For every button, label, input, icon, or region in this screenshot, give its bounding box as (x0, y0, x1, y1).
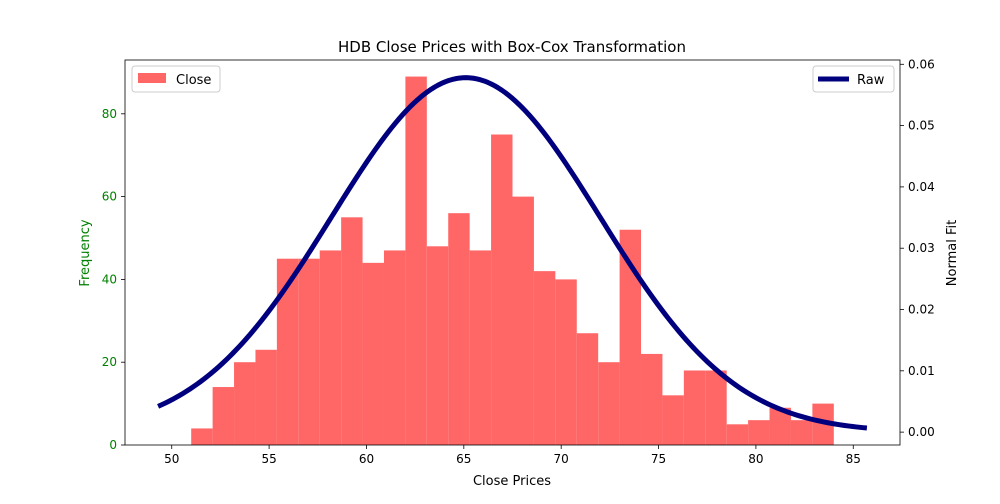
x-tick-label: 55 (261, 452, 276, 466)
legend-right-frame (812, 65, 895, 93)
y2-tick-label: 0.04 (908, 180, 935, 194)
y-tick-label: 0 (109, 438, 117, 452)
histogram-bar (726, 424, 749, 445)
legend-raw-label: Raw (857, 73, 885, 88)
x-axis: 50 55 60 65 70 75 80 85 (164, 445, 861, 466)
histogram-bar (491, 134, 513, 446)
histogram-bar (641, 353, 663, 445)
histogram-bar (276, 258, 299, 445)
legend-right: Raw (812, 65, 895, 93)
y-tick-label: 20 (102, 355, 117, 369)
histogram-bar (533, 271, 556, 445)
y2-tick-label: 0.06 (908, 57, 935, 71)
legend-close-swatch (138, 73, 166, 83)
x-tick-label: 50 (164, 452, 179, 466)
plot-frame (124, 59, 901, 446)
y-axis-label: Frequency (78, 219, 93, 286)
histogram-bar (341, 217, 363, 445)
legend-left: Close (131, 65, 221, 93)
x-tick-label: 65 (456, 452, 471, 466)
histogram-bar (469, 250, 492, 445)
histogram-bar (212, 387, 235, 445)
histogram-bar (319, 250, 342, 445)
y-axis-right: 0.00 0.01 0.02 0.03 0.04 0.05 0.06 (900, 57, 935, 439)
y2-tick-label: 0.05 (908, 119, 935, 133)
y2-axis-label: Normal Fit (945, 220, 960, 286)
y-tick-label: 80 (102, 107, 117, 121)
histogram-bar (234, 362, 256, 445)
legend-close-label: Close (176, 73, 211, 88)
y-axis-left: 0 20 40 60 80 (102, 107, 125, 452)
chart-title: HDB Close Prices with Box-Cox Transforma… (338, 38, 686, 56)
y-tick-label: 60 (102, 190, 117, 204)
normal-fit-line (157, 75, 868, 431)
histogram-bar (448, 213, 470, 445)
histogram-bar (705, 370, 727, 445)
histogram-bar (790, 420, 813, 445)
histogram-bar (769, 407, 791, 445)
histogram-bar (426, 246, 449, 445)
histogram-bar (191, 428, 213, 445)
y-tick-label: 40 (102, 272, 117, 286)
histogram-bar (405, 76, 427, 445)
histogram-bar (512, 196, 534, 445)
histogram-bar (748, 420, 770, 445)
x-tick-label: 75 (651, 452, 666, 466)
histogram-bar (383, 250, 406, 445)
x-tick-label: 85 (846, 452, 861, 466)
histogram-bars (191, 76, 834, 446)
histogram-bar (555, 279, 577, 445)
y2-tick-label: 0.02 (908, 303, 935, 317)
histogram-bar (362, 262, 384, 445)
histogram-bar (683, 370, 706, 445)
x-tick-label: 80 (748, 452, 763, 466)
legend-left-frame (131, 65, 221, 93)
y2-tick-label: 0.00 (908, 425, 935, 439)
normal-fit-curve (157, 75, 868, 431)
histogram-bar (298, 258, 320, 445)
x-tick-label: 70 (554, 452, 569, 466)
histogram-bar (598, 362, 620, 445)
x-tick-label: 60 (359, 452, 374, 466)
histogram-bar (576, 333, 599, 445)
y2-tick-label: 0.01 (908, 364, 935, 378)
histogram-bar (255, 349, 277, 445)
y2-tick-label: 0.03 (908, 241, 935, 255)
histogram-bar (662, 395, 684, 445)
x-axis-label: Close Prices (473, 474, 551, 489)
histogram-bar (619, 229, 642, 445)
